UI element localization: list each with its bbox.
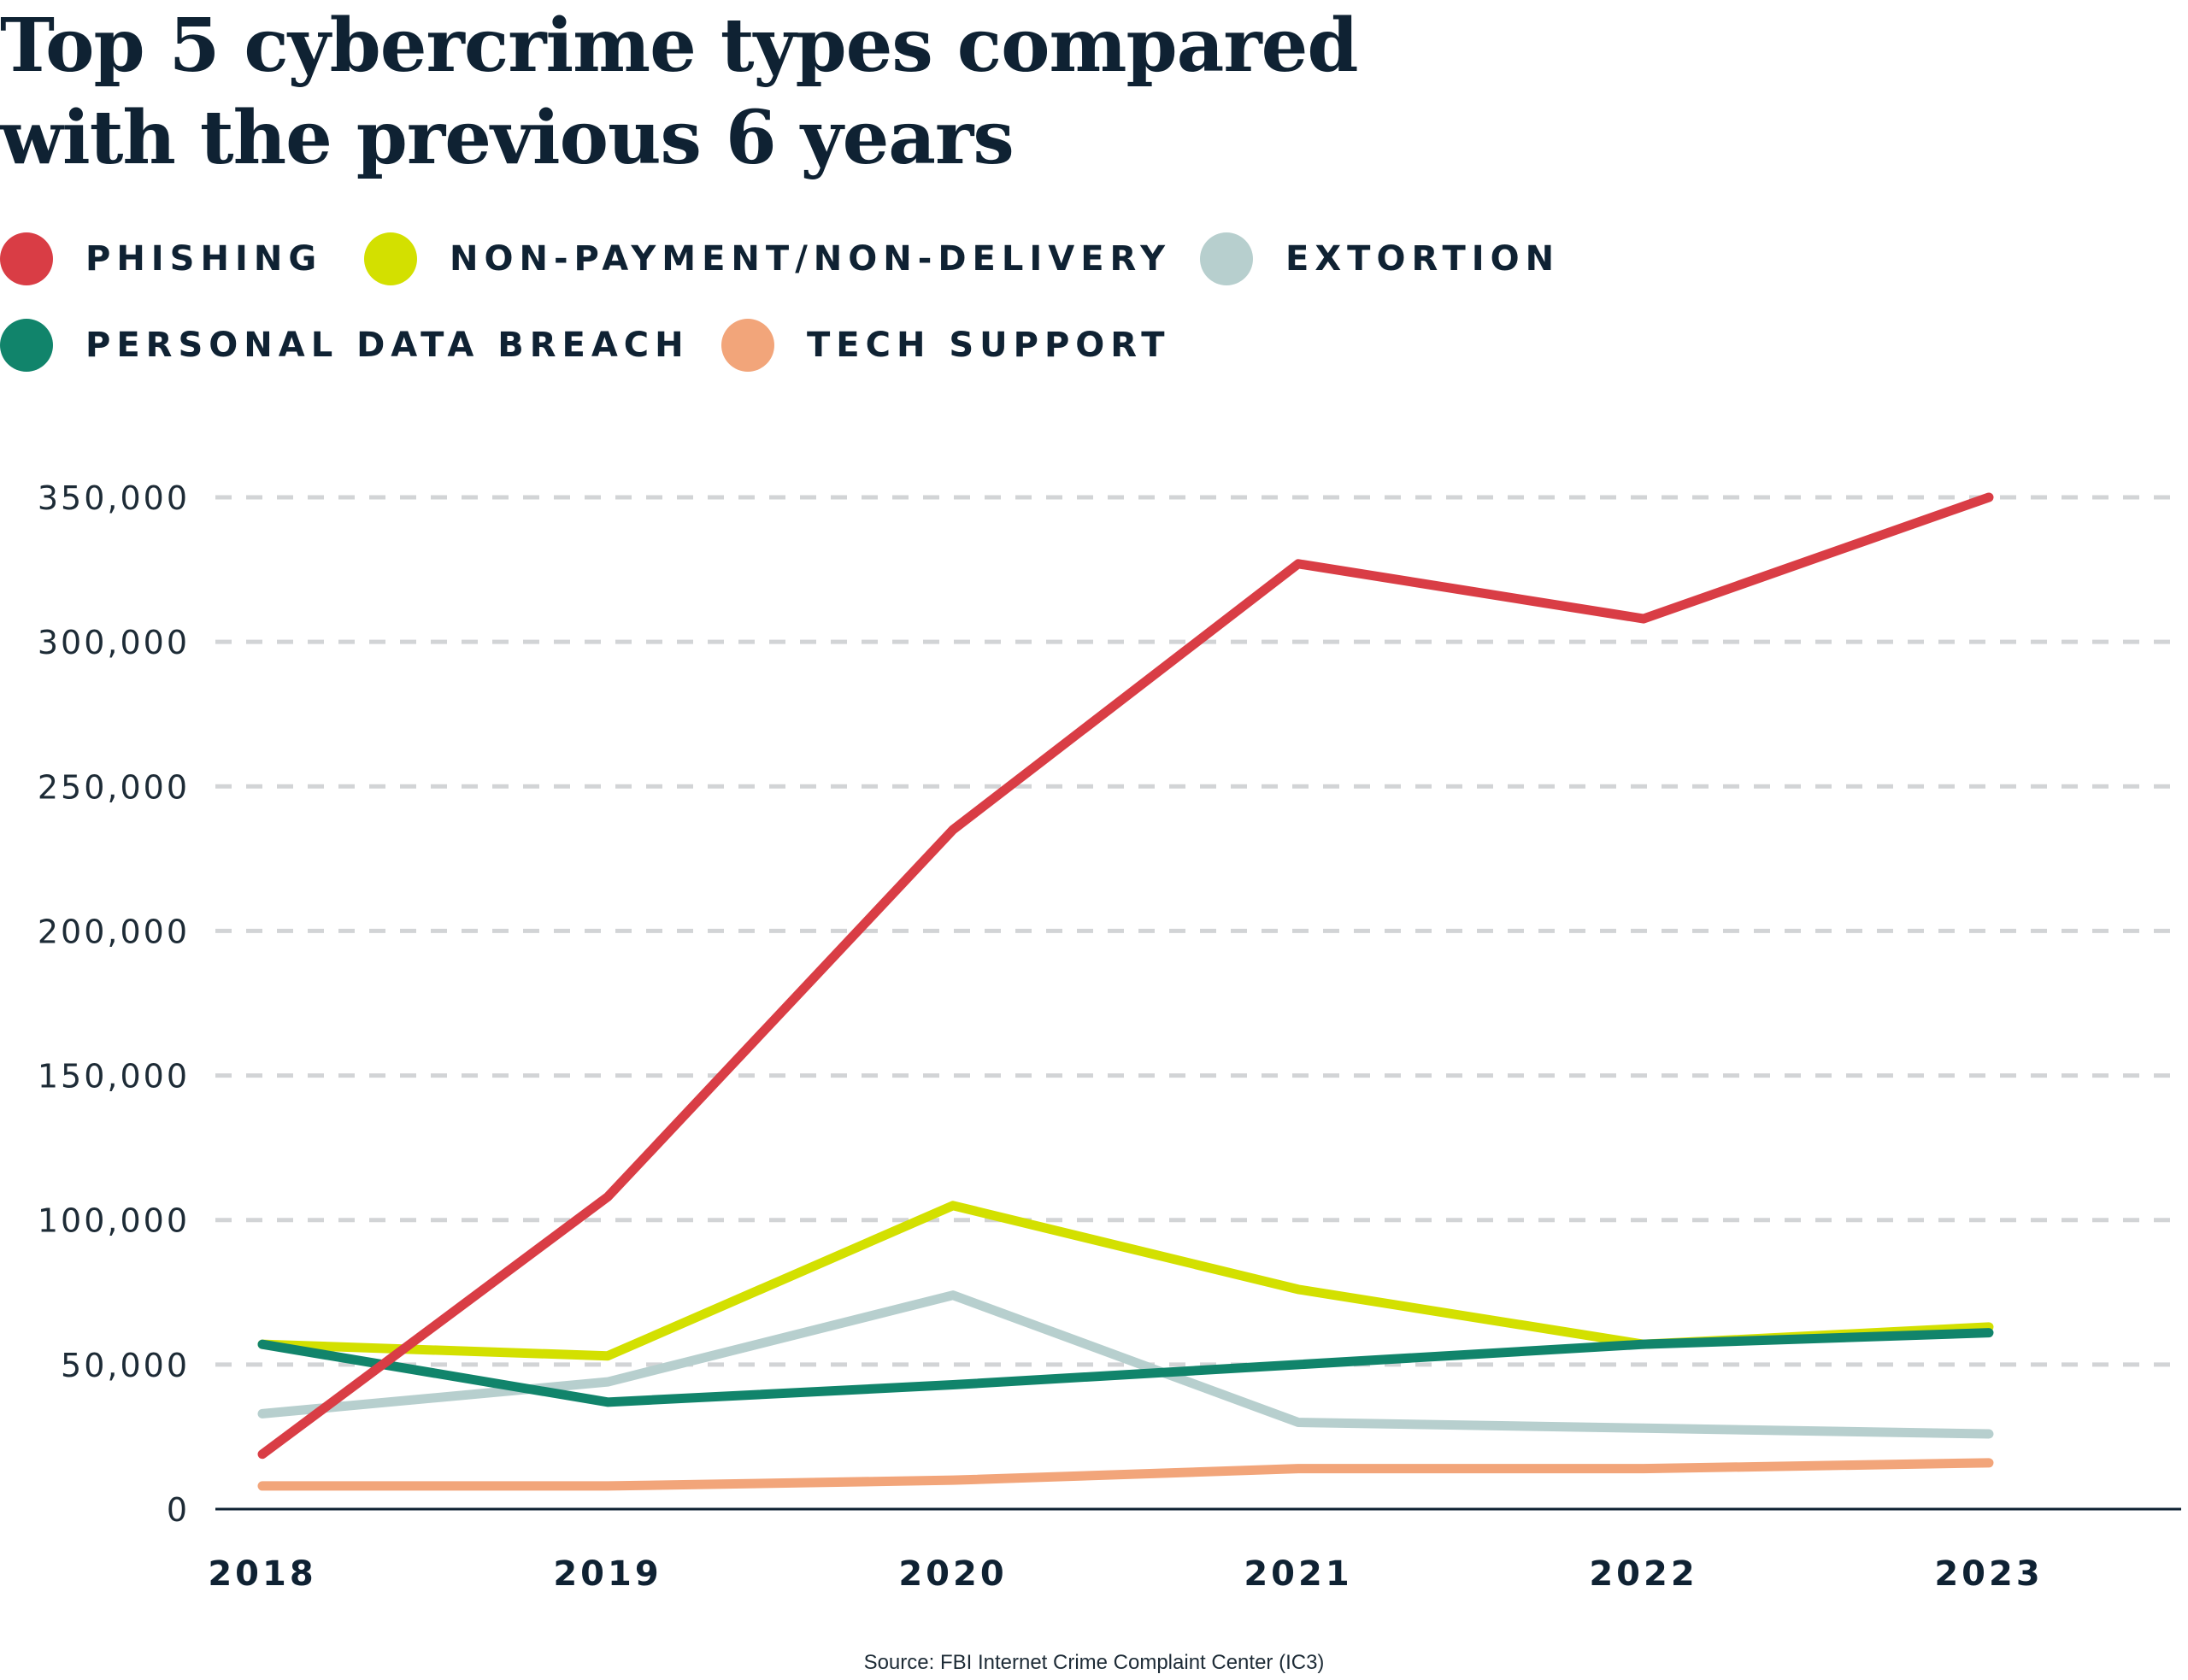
y-tick-label: 200,000 [38, 913, 190, 950]
legend-swatch [0, 319, 53, 372]
legend-item-non-payment: NON-PAYMENT/NON-DELIVERY [364, 231, 1171, 287]
y-tick-label: 350,000 [38, 479, 190, 517]
series-line-non-payment-non-delivery [257, 1201, 1994, 1361]
legend-item-phishing: PHISHING [0, 231, 322, 287]
x-tick-label: 2022 [1589, 1554, 1697, 1594]
legend-label: PERSONAL DATA BREACH [85, 326, 690, 365]
legend-item-personal-data-breach: PERSONAL DATA BREACH [0, 317, 690, 373]
legend-label: TECH SUPPORT [807, 326, 1171, 365]
x-tick-label: 2018 [208, 1554, 316, 1594]
x-tick-label: 2023 [1934, 1554, 2043, 1594]
legend-label: PHISHING [85, 239, 323, 279]
series-line-personal-data-breach [257, 1328, 1994, 1407]
x-tick-label: 2021 [1244, 1554, 1352, 1594]
legend: PHISHING NON-PAYMENT/NON-DELIVERY EXTORT… [0, 231, 2188, 402]
y-tick-label: 300,000 [38, 624, 190, 661]
series-line-extortion [257, 1290, 1994, 1439]
y-tick-label: 150,000 [38, 1058, 190, 1096]
x-tick-label: 2019 [553, 1554, 662, 1594]
series-line-phishing [257, 492, 1994, 1460]
legend-label: NON-PAYMENT/NON-DELIVERY [450, 239, 1172, 279]
legend-item-extortion: EXTORTION [1200, 231, 1560, 287]
legend-label: EXTORTION [1285, 239, 1561, 279]
y-tick-label: 50,000 [61, 1347, 190, 1384]
legend-item-tech-support: TECH SUPPORT [721, 317, 1171, 373]
y-tick-label: 0 [167, 1491, 190, 1529]
x-tick-label: 2020 [898, 1554, 1007, 1594]
legend-swatch [364, 232, 417, 285]
series-line-tech-support [257, 1458, 1994, 1491]
legend-swatch [1200, 232, 1253, 285]
y-tick-label: 100,000 [38, 1202, 190, 1240]
y-tick-label: 250,000 [38, 768, 190, 806]
legend-swatch [0, 232, 53, 285]
source-note: Source: FBI Internet Crime Complaint Cen… [863, 1651, 1325, 1674]
chart-title: Top 5 cybercrime types compared with the… [0, 3, 1358, 181]
legend-swatch [721, 319, 774, 372]
